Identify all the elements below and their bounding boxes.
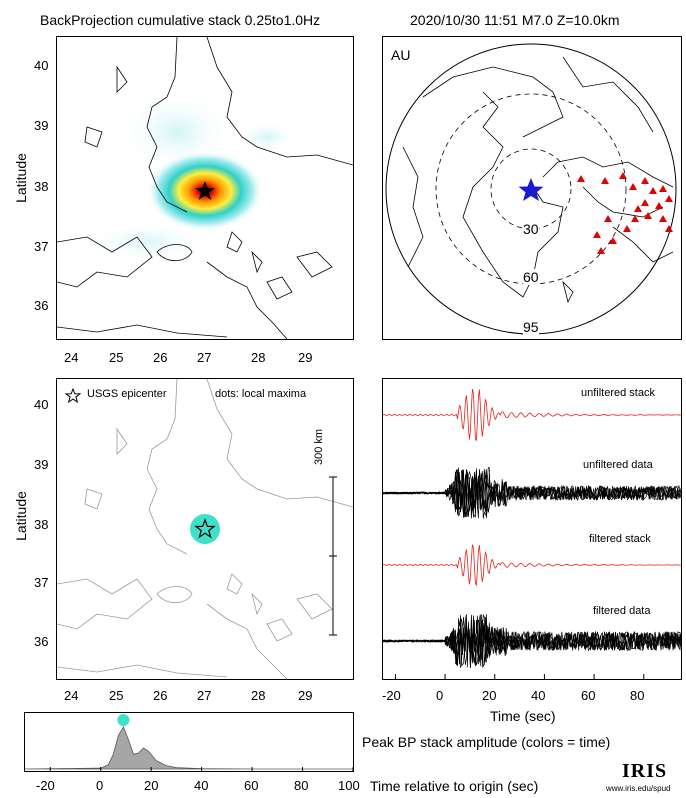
iris-logo-text: IRIS <box>622 760 668 782</box>
ytick-40b: 40 <box>34 397 49 412</box>
peak-xtick-80: 80 <box>294 778 309 793</box>
ytick-37b: 37 <box>34 575 49 590</box>
epicenter-globe-star-icon <box>518 178 544 201</box>
peak-xtick-20: 20 <box>144 778 159 793</box>
iris-logo-url: www.iris.edu/spud <box>606 784 671 793</box>
ytick-37: 37 <box>34 239 49 254</box>
cumulative-stack-svg <box>57 37 353 339</box>
distance-30: 30 <box>523 221 539 237</box>
trace-xtick-20: 20 <box>482 688 497 703</box>
trace-xtick-80: 80 <box>630 688 645 703</box>
peak-xtick-40: 40 <box>194 778 209 793</box>
peak-xtick-60: 60 <box>244 778 259 793</box>
trace-svg <box>383 388 681 679</box>
unfiltered-data-trace <box>383 471 681 519</box>
peak-xtick-0: 0 <box>96 778 104 793</box>
xtick-27: 27 <box>197 350 212 365</box>
ytick-40: 40 <box>34 58 49 73</box>
unfiltered-data-trace <box>383 466 681 519</box>
ytick-39b: 39 <box>34 457 49 472</box>
ytick-36b: 36 <box>34 634 49 649</box>
top-map-ylabel: Latitude <box>12 153 29 203</box>
xtick-24b: 24 <box>64 688 79 703</box>
globe-svg <box>385 43 677 335</box>
peak-amplitude-plot <box>24 712 354 772</box>
peak-xlabel: Time relative to origin (sec) <box>370 778 539 794</box>
peak-time-dot <box>117 714 130 726</box>
peak-xtick-m20: -20 <box>36 778 55 793</box>
local-maxima-svg <box>57 379 353 679</box>
filtered-stack-trace <box>383 544 681 587</box>
cumulative-stack-map <box>56 36 354 340</box>
event-info: 2020/10/30 11:51 M7.0 Z=10.0km <box>410 12 620 28</box>
trace-label-filtered-data: filtered data <box>593 605 651 617</box>
ytick-36: 36 <box>34 298 49 313</box>
station-markers <box>577 172 673 254</box>
trace-xtick-m20: -20 <box>382 688 401 703</box>
trace-label-unfiltered-data: unfiltered data <box>583 459 653 471</box>
scale-bar-label: 300 km <box>313 428 326 466</box>
figure-title: BackProjection cumulative stack 0.25to1.… <box>40 12 321 28</box>
epicenter-outline-star-icon <box>194 518 216 539</box>
peak-amplitude-svg <box>25 714 353 771</box>
legend-star-icon <box>64 387 82 404</box>
unfiltered-stack-trace <box>383 388 681 441</box>
epicenter-star-icon <box>195 181 215 200</box>
distance-60: 60 <box>523 269 539 285</box>
trace-label-unfiltered-stack: unfiltered stack <box>581 387 655 399</box>
xtick-26b: 26 <box>153 688 168 703</box>
iris-logo: IRIS www.iris.edu/spud <box>606 760 682 796</box>
xtick-29b: 29 <box>298 688 313 703</box>
trace-xlabel: Time (sec) <box>490 708 556 724</box>
xtick-25: 25 <box>109 350 124 365</box>
peak-amplitude-area <box>25 726 353 770</box>
ytick-39: 39 <box>34 118 49 133</box>
filtered-data-trace <box>383 614 681 667</box>
peak-caption: Peak BP stack amplitude (colors = time) <box>362 734 611 750</box>
xtick-28: 28 <box>251 350 266 365</box>
legend-dots: dots: local maxima <box>215 388 307 400</box>
filtered-data-trace <box>383 616 681 669</box>
bottom-map-ylabel: Latitude <box>12 491 29 541</box>
xtick-29: 29 <box>298 350 313 365</box>
local-maximum-dot <box>190 514 220 544</box>
station-globe: AU 30 60 95 <box>382 36 682 340</box>
ytick-38b: 38 <box>34 517 49 532</box>
ytick-38: 38 <box>34 179 49 194</box>
trace-xtick-0: 0 <box>436 688 444 703</box>
trace-panel: unfiltered stack unfiltered data filtere… <box>382 378 682 680</box>
network-label: AU <box>391 47 411 63</box>
filtered-data-trace <box>383 615 681 668</box>
trace-xtick-40: 40 <box>531 688 546 703</box>
peak-xtick-100: 100 <box>338 778 360 793</box>
trace-label-filtered-stack: filtered stack <box>589 533 651 545</box>
xtick-24: 24 <box>64 350 79 365</box>
xtick-28b: 28 <box>251 688 266 703</box>
xtick-27b: 27 <box>197 688 212 703</box>
xtick-25b: 25 <box>109 688 124 703</box>
legend-epicenter: USGS epicenter <box>87 388 167 400</box>
scale-bar <box>329 476 337 636</box>
trace-xtick-60: 60 <box>581 688 596 703</box>
distance-95: 95 <box>523 319 539 335</box>
xtick-26: 26 <box>153 350 168 365</box>
local-maxima-map: USGS epicenter dots: local maxima 300 km <box>56 378 354 680</box>
